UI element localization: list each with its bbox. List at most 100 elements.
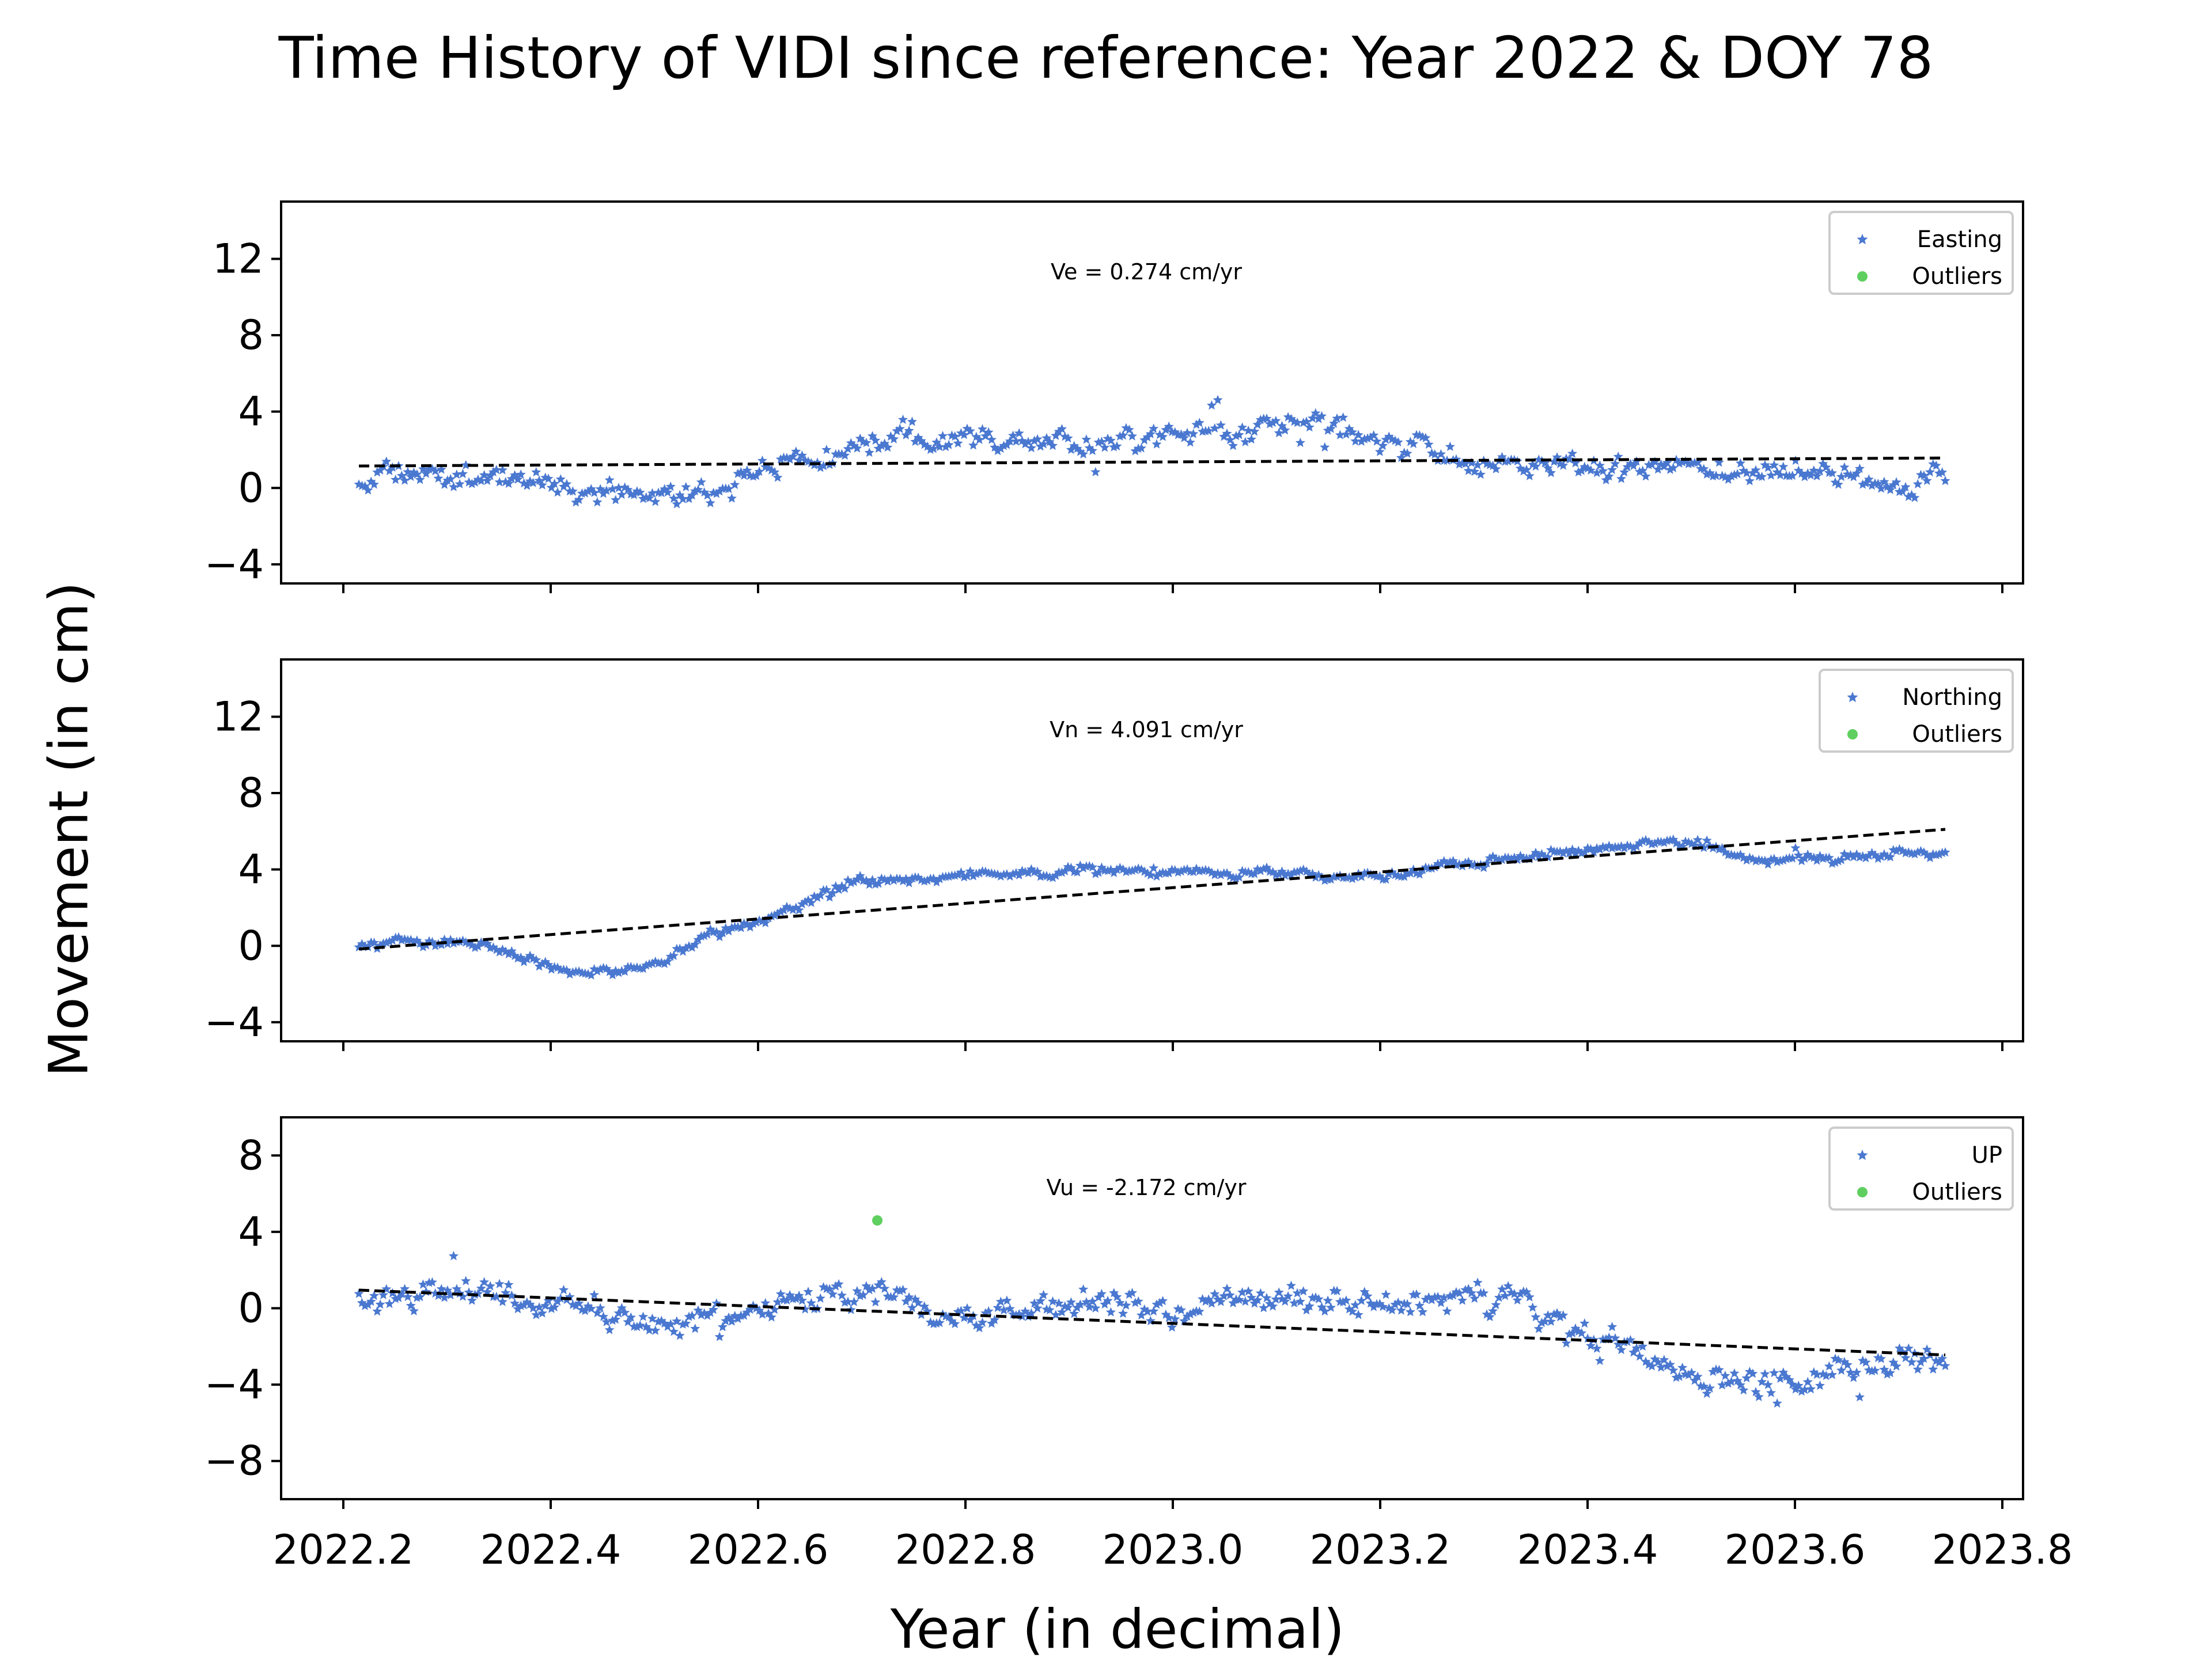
data-point — [1861, 478, 1871, 488]
data-point — [1469, 467, 1480, 476]
data-point — [403, 467, 413, 476]
data-point — [1414, 430, 1425, 440]
data-point — [1515, 851, 1525, 860]
data-point — [1286, 870, 1296, 879]
data-point — [1359, 434, 1370, 443]
panel-northing: −4 0 4 8 12 Vn = 4.091 cm/yr Northing Outliers — [204, 658, 2024, 1051]
data-point — [1528, 459, 1538, 469]
data-point — [1653, 464, 1663, 474]
data-point — [1702, 1388, 1712, 1398]
data-point — [803, 1287, 813, 1296]
data-point — [516, 952, 526, 962]
data-point — [1543, 1310, 1553, 1320]
data-point — [693, 934, 703, 945]
data-point — [1577, 465, 1587, 475]
data-point — [880, 1283, 890, 1293]
data-point — [1916, 1357, 1926, 1367]
data-point — [1656, 459, 1666, 469]
data-point — [550, 1302, 560, 1312]
data-point — [827, 1289, 838, 1299]
data-point — [1387, 1304, 1397, 1315]
data-point — [925, 444, 935, 454]
data-point — [1836, 471, 1847, 481]
data-point — [1075, 1299, 1085, 1309]
data-point — [1472, 1277, 1483, 1287]
data-point — [1665, 464, 1675, 474]
data-point — [929, 873, 939, 883]
data-point — [702, 490, 713, 500]
data-point — [400, 475, 410, 485]
data-point — [445, 935, 456, 945]
data-point — [1812, 471, 1822, 481]
data-point — [638, 494, 649, 503]
data-point — [1264, 1298, 1275, 1309]
data-point — [1668, 834, 1679, 844]
data-point — [791, 902, 801, 912]
data-point — [1048, 873, 1058, 882]
data-point — [433, 473, 444, 483]
y-tick-label: 12 — [213, 235, 264, 282]
data-point — [1460, 458, 1471, 468]
data-point — [457, 468, 468, 479]
data-point — [1753, 1391, 1764, 1401]
data-point — [1445, 441, 1455, 451]
data-point — [1460, 858, 1471, 867]
data-point — [775, 1289, 786, 1299]
y-tick-label: 0 — [238, 922, 264, 969]
data-point — [1142, 868, 1153, 878]
data-point — [1032, 866, 1043, 876]
data-point — [531, 955, 541, 965]
data-point — [1763, 462, 1773, 472]
data-point — [1564, 848, 1574, 858]
data-point — [815, 890, 825, 900]
legend-series-marker — [1857, 1150, 1868, 1161]
data-point — [956, 1306, 966, 1315]
data-point — [990, 1314, 1000, 1325]
data-point — [681, 1318, 691, 1328]
y-tick-label: 8 — [238, 769, 264, 817]
data-point — [1225, 871, 1235, 881]
data-point — [1919, 1353, 1929, 1363]
data-point — [1191, 419, 1202, 429]
data-point — [864, 879, 874, 889]
data-point — [1760, 855, 1770, 865]
data-point — [1763, 859, 1773, 869]
data-point — [1384, 431, 1394, 441]
data-point — [1359, 868, 1370, 878]
data-point — [595, 1303, 605, 1313]
data-point — [1365, 1298, 1376, 1308]
data-point — [990, 442, 1000, 452]
data-point — [1011, 436, 1021, 446]
data-point — [1708, 471, 1718, 481]
data-point — [1616, 1345, 1627, 1355]
data-point — [421, 468, 431, 478]
data-point — [1634, 1351, 1645, 1361]
data-point — [1570, 458, 1581, 468]
data-point — [1283, 412, 1293, 422]
data-point — [1325, 1302, 1336, 1312]
data-point — [983, 1306, 994, 1316]
data-point — [506, 473, 517, 483]
data-point — [513, 1303, 523, 1314]
data-point — [1381, 434, 1391, 444]
data-point — [1573, 845, 1584, 855]
data-point — [491, 465, 502, 475]
data-point — [1369, 1302, 1379, 1311]
data-point — [1304, 422, 1315, 432]
data-point — [1182, 864, 1192, 874]
data-point — [775, 454, 786, 464]
data-point — [1350, 1300, 1361, 1310]
data-point — [1249, 869, 1260, 878]
data-point — [1922, 1344, 1932, 1354]
data-point — [1219, 431, 1229, 441]
data-point — [1674, 1371, 1684, 1381]
data-point — [696, 931, 706, 941]
data-point — [647, 958, 657, 968]
data-point — [1912, 1364, 1923, 1374]
data-point — [1298, 1286, 1309, 1296]
data-point — [1912, 479, 1923, 488]
data-point — [754, 1305, 764, 1315]
data-point — [1790, 843, 1801, 852]
data-point — [1907, 490, 1917, 499]
data-point — [950, 431, 960, 441]
